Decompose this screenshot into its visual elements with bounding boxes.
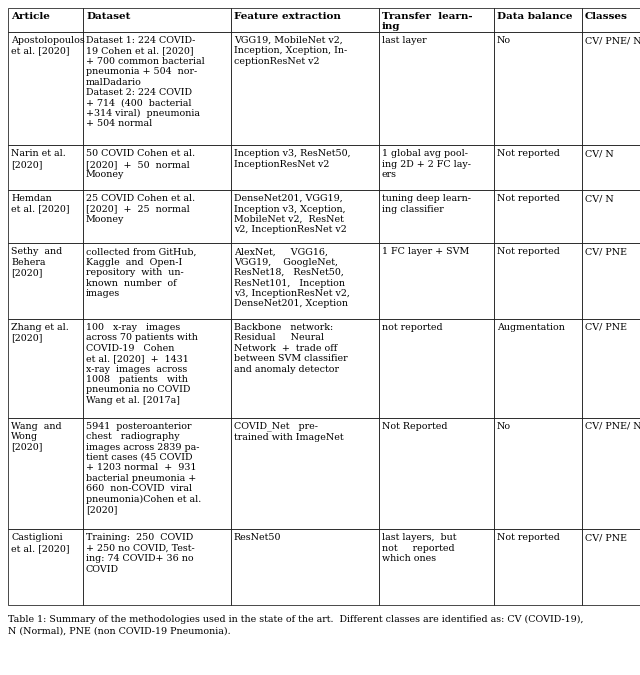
Text: Training:  250  COVID
+ 250 no COVID, Test-
ing: 74 COVID+ 36 no
COVID: Training: 250 COVID + 250 no COVID, Test… xyxy=(86,533,195,574)
Text: Not reported: Not reported xyxy=(497,247,560,256)
Bar xyxy=(379,319,494,418)
Bar xyxy=(582,8,640,32)
Text: Table 1: Summary of the methodologies used in the state of the art.  Different c: Table 1: Summary of the methodologies us… xyxy=(8,615,584,635)
Bar xyxy=(231,529,379,605)
Bar xyxy=(494,32,582,145)
Bar xyxy=(582,418,640,529)
Bar xyxy=(494,190,582,244)
Text: Zhang et al.
[2020]: Zhang et al. [2020] xyxy=(11,323,68,342)
Bar xyxy=(83,190,231,244)
Bar xyxy=(83,244,231,319)
Bar xyxy=(83,418,231,529)
Bar xyxy=(494,319,582,418)
Text: 1 global avg pool-
ing 2D + 2 FC lay-
ers: 1 global avg pool- ing 2D + 2 FC lay- er… xyxy=(382,149,471,180)
Text: AlexNet,     VGG16,
VGG19,    GoogleNet,
ResNet18,   ResNet50,
ResNet101,   Ince: AlexNet, VGG16, VGG19, GoogleNet, ResNet… xyxy=(234,247,350,308)
Bar xyxy=(494,145,582,190)
Bar xyxy=(83,529,231,605)
Bar xyxy=(494,418,582,529)
Bar xyxy=(231,8,379,32)
Bar xyxy=(379,418,494,529)
Text: Dataset 1: 224 COVID-
19 Cohen et al. [2020]
+ 700 common bacterial
pneumonia + : Dataset 1: 224 COVID- 19 Cohen et al. [2… xyxy=(86,36,205,128)
Text: CV/ N: CV/ N xyxy=(585,194,614,203)
Text: 5941  posteroanterior
chest   radiography
images across 2839 pa-
tient cases (45: 5941 posteroanterior chest radiography i… xyxy=(86,422,201,514)
Text: CV/ PNE: CV/ PNE xyxy=(585,247,627,256)
Text: Backbone   network:
Residual     Neural
Network  +  trade off
between SVM classi: Backbone network: Residual Neural Networ… xyxy=(234,323,348,373)
Text: Augmentation: Augmentation xyxy=(497,323,565,332)
Bar xyxy=(379,190,494,244)
Text: Not reported: Not reported xyxy=(497,194,560,203)
Bar xyxy=(582,319,640,418)
Text: 50 COVID Cohen et al.
[2020]  +  50  normal
Mooney: 50 COVID Cohen et al. [2020] + 50 normal… xyxy=(86,149,195,180)
Text: Inception v3, ResNet50,
InceptionResNet v2: Inception v3, ResNet50, InceptionResNet … xyxy=(234,149,351,169)
Text: not reported: not reported xyxy=(382,323,443,332)
Bar xyxy=(231,32,379,145)
Bar xyxy=(8,529,83,605)
Bar xyxy=(8,244,83,319)
Text: last layer: last layer xyxy=(382,36,427,45)
Bar xyxy=(83,8,231,32)
Bar xyxy=(8,319,83,418)
Bar xyxy=(494,8,582,32)
Bar xyxy=(494,244,582,319)
Bar xyxy=(231,418,379,529)
Text: Article: Article xyxy=(11,12,50,21)
Text: Not reported: Not reported xyxy=(497,149,560,159)
Text: CV/ N: CV/ N xyxy=(585,149,614,159)
Bar xyxy=(83,319,231,418)
Text: tuning deep learn-
ing classifier: tuning deep learn- ing classifier xyxy=(382,194,471,213)
Bar xyxy=(582,529,640,605)
Bar xyxy=(379,244,494,319)
Text: Sethy  and
Behera
[2020]: Sethy and Behera [2020] xyxy=(11,247,62,277)
Text: last layers,  but
not     reported
which ones: last layers, but not reported which ones xyxy=(382,533,456,563)
Text: VGG19, MobileNet v2,
Inception, Xception, In-
ceptionResNet v2: VGG19, MobileNet v2, Inception, Xception… xyxy=(234,36,348,66)
Bar xyxy=(379,8,494,32)
Bar xyxy=(8,8,83,32)
Text: Narin et al.
[2020]: Narin et al. [2020] xyxy=(11,149,66,169)
Text: 100   x-ray   images
across 70 patients with
COVID-19   Cohen
et al. [2020]  +  : 100 x-ray images across 70 patients with… xyxy=(86,323,198,405)
Text: Hemdan
et al. [2020]: Hemdan et al. [2020] xyxy=(11,194,70,213)
Text: Data balance: Data balance xyxy=(497,12,573,21)
Bar xyxy=(494,529,582,605)
Text: 25 COVID Cohen et al.
[2020]  +  25  normal
Mooney: 25 COVID Cohen et al. [2020] + 25 normal… xyxy=(86,194,195,224)
Text: Transfer  learn-
ing: Transfer learn- ing xyxy=(382,12,472,32)
Bar xyxy=(231,319,379,418)
Text: No: No xyxy=(497,422,511,431)
Bar xyxy=(582,32,640,145)
Text: Dataset: Dataset xyxy=(86,12,131,21)
Text: CV/ PNE/ N: CV/ PNE/ N xyxy=(585,422,640,431)
Bar xyxy=(582,145,640,190)
Text: DenseNet201, VGG19,
Inception v3, Xception,
MobileNet v2,  ResNet
v2, InceptionR: DenseNet201, VGG19, Inception v3, Xcepti… xyxy=(234,194,347,234)
Bar xyxy=(8,418,83,529)
Text: CV/ PNE: CV/ PNE xyxy=(585,533,627,543)
Text: Classes: Classes xyxy=(585,12,628,21)
Text: Wang  and
Wong
[2020]: Wang and Wong [2020] xyxy=(11,422,61,452)
Text: Feature extraction: Feature extraction xyxy=(234,12,341,21)
Bar xyxy=(231,190,379,244)
Bar xyxy=(83,32,231,145)
Text: ResNet50: ResNet50 xyxy=(234,533,282,543)
Text: Castiglioni
et al. [2020]: Castiglioni et al. [2020] xyxy=(11,533,70,553)
Bar xyxy=(8,32,83,145)
Bar xyxy=(83,145,231,190)
Bar xyxy=(231,145,379,190)
Text: COVID_Net   pre-
trained with ImageNet: COVID_Net pre- trained with ImageNet xyxy=(234,422,344,442)
Bar xyxy=(8,190,83,244)
Text: No: No xyxy=(497,36,511,45)
Bar xyxy=(8,145,83,190)
Text: Not Reported: Not Reported xyxy=(382,422,447,431)
Text: 1 FC layer + SVM: 1 FC layer + SVM xyxy=(382,247,469,256)
Bar xyxy=(582,190,640,244)
Bar xyxy=(379,32,494,145)
Text: collected from GitHub,
Kaggle  and  Open-I
repository  with  un-
known  number  : collected from GitHub, Kaggle and Open-I… xyxy=(86,247,196,298)
Text: Not reported: Not reported xyxy=(497,533,560,543)
Text: CV/ PNE: CV/ PNE xyxy=(585,323,627,332)
Text: Apostolopoulos
et al. [2020]: Apostolopoulos et al. [2020] xyxy=(11,36,84,55)
Bar xyxy=(379,529,494,605)
Bar xyxy=(582,244,640,319)
Bar xyxy=(231,244,379,319)
Bar xyxy=(379,145,494,190)
Text: CV/ PNE/ N: CV/ PNE/ N xyxy=(585,36,640,45)
